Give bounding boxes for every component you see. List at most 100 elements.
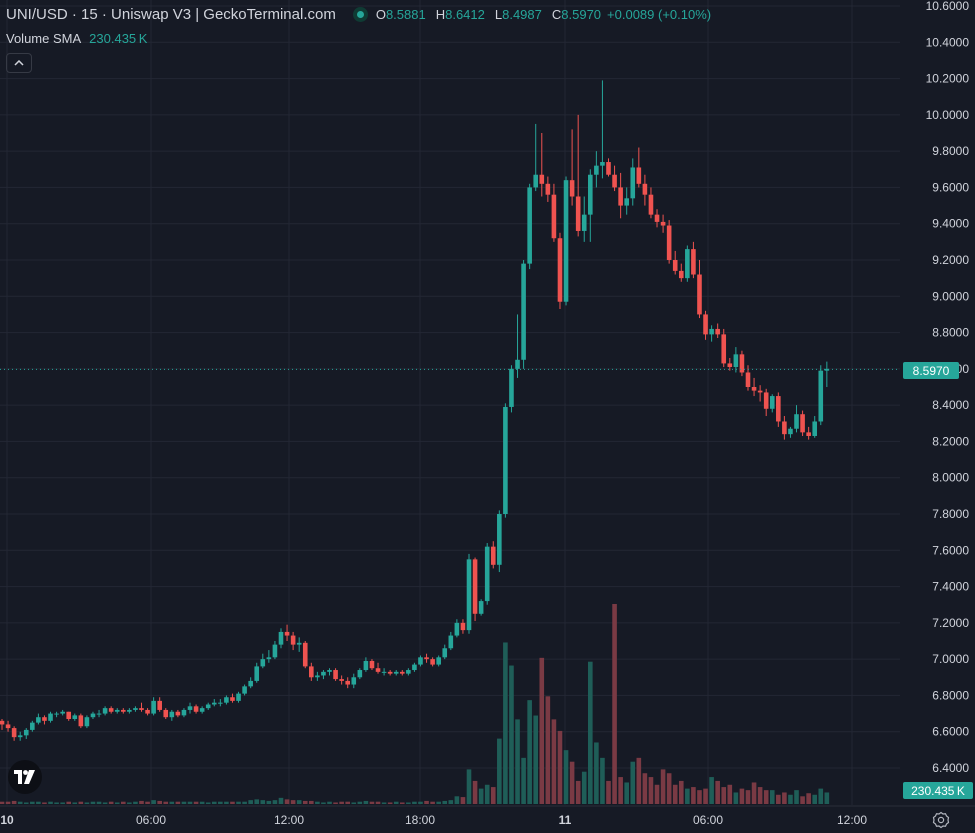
candle-body [260, 659, 266, 667]
volume-bar [484, 784, 490, 804]
volume-bar [430, 801, 435, 804]
candle-body [11, 728, 17, 738]
gear-icon[interactable] [932, 811, 950, 829]
volume-bar [733, 792, 739, 804]
candle-body [697, 274, 702, 315]
close-label: C [551, 7, 562, 22]
volume-bar [36, 801, 41, 804]
open-label: O [375, 7, 386, 22]
candle-body [23, 729, 29, 736]
candle-body [84, 717, 90, 727]
volume-bar [278, 797, 284, 804]
candle-body [503, 406, 508, 514]
volume-bar [588, 661, 593, 804]
candle-body [763, 392, 769, 409]
candle-body [478, 601, 484, 614]
candle-body [672, 260, 678, 271]
volume-bar [751, 782, 757, 804]
symbol-title: UNI/USD · 15 · Uniswap V3 | GeckoTermina… [6, 6, 336, 23]
collapse-legend-button[interactable] [6, 53, 32, 73]
volume-bar [205, 802, 211, 804]
time-tick-label: 18:00 [405, 813, 435, 827]
volume-bar [315, 801, 320, 804]
candle-body [315, 675, 320, 678]
candle-body [618, 187, 623, 206]
volume-bar [114, 802, 120, 804]
candle-body [72, 715, 78, 720]
volume-bar [406, 802, 411, 804]
volume-bar [515, 719, 520, 804]
candle-body [824, 368, 830, 371]
candle-body [42, 717, 47, 721]
candle-body [442, 648, 448, 658]
volume-bar [369, 801, 375, 804]
candle-body [406, 670, 411, 674]
volume-bar [569, 761, 575, 804]
candle-body [581, 214, 587, 231]
candle-body [776, 396, 781, 422]
ohlc-values: O 8.5881 H 8.6412 L 8.4987 C 8.5970 +0.0089 … [376, 7, 711, 22]
volume-bar [266, 800, 272, 804]
volume-bar [703, 788, 708, 804]
candle-body [199, 708, 205, 712]
candle-body [630, 167, 636, 199]
candle-body [751, 387, 757, 391]
candle-body [654, 214, 660, 222]
candle-body [484, 546, 490, 602]
volume-bar [17, 801, 23, 804]
time-tick-label: 12:00 [274, 813, 304, 827]
volume-sma-value: 230.435 K [89, 31, 148, 46]
volume-bar [187, 801, 193, 804]
volume-bar [533, 715, 539, 804]
tradingview-logo[interactable] [8, 760, 42, 794]
change-value: +0.0089 (+0.10%) [607, 7, 712, 22]
volume-bar [345, 801, 351, 804]
candle-body [460, 622, 466, 631]
candle-body [557, 238, 563, 302]
volume-bar [788, 794, 793, 804]
candle-body [551, 194, 557, 239]
candle-body [691, 249, 696, 275]
volume-bar [296, 800, 302, 804]
volume-bar [163, 801, 169, 804]
candle-body [666, 225, 672, 260]
candle-body [54, 713, 59, 715]
candle-body [575, 196, 581, 231]
candle-body [685, 249, 690, 279]
price-tick-label: 6.4000 [932, 761, 969, 775]
time-tick-label: 06:00 [693, 813, 723, 827]
volume-bar [102, 802, 108, 804]
volume-bar [309, 800, 314, 804]
candle-body [430, 659, 435, 665]
time-tick-label: 06:00 [136, 813, 166, 827]
volume-bar [339, 801, 344, 804]
volume-bar [575, 780, 581, 804]
volume-bar [806, 793, 811, 804]
volume-bar [399, 802, 405, 804]
price-tick-label: 6.8000 [932, 688, 969, 702]
candle-body [108, 708, 114, 712]
volume-bar [23, 802, 29, 804]
candle-body [248, 680, 253, 687]
candle-body [151, 700, 156, 714]
candle-body [412, 664, 417, 671]
candle-body [345, 680, 351, 685]
candle-body [812, 421, 818, 436]
volume-bar [387, 802, 393, 804]
volume-bar [606, 780, 611, 804]
volume-bar [333, 802, 338, 804]
candle-body [715, 328, 720, 335]
high-value: 8.6412 [445, 7, 485, 22]
volume-bar [54, 802, 59, 804]
volume-bar [139, 800, 144, 804]
candle-body [181, 709, 187, 716]
volume-bar [321, 802, 326, 804]
volume-bar [527, 700, 532, 804]
candle-body [515, 359, 520, 369]
volume-bar [800, 796, 805, 804]
volume-bar [133, 801, 138, 804]
volume-bar [60, 802, 65, 804]
candle-body [96, 713, 102, 715]
price-tick-label: 8.0000 [932, 471, 969, 485]
